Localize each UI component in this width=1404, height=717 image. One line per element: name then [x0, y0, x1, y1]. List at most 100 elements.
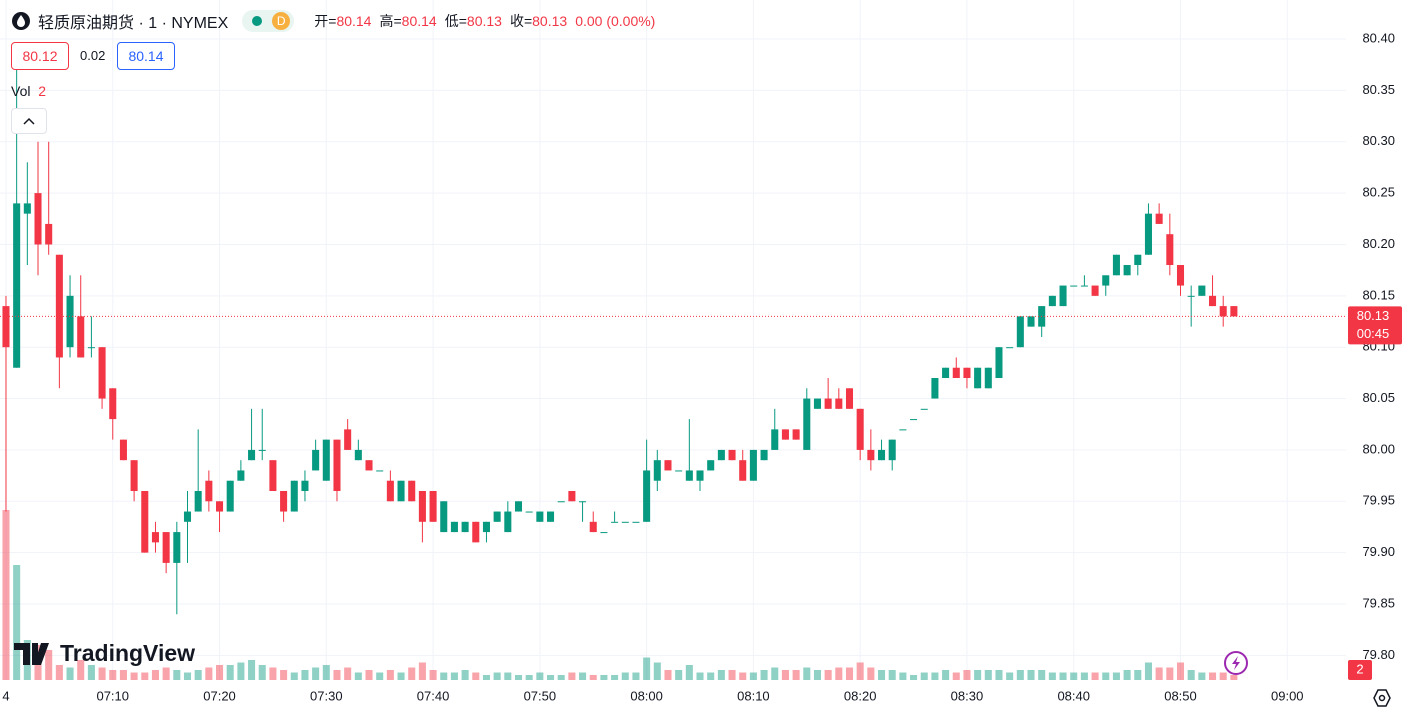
volume-bar [910, 675, 918, 680]
market-status [252, 16, 263, 26]
candle-body [514, 501, 523, 512]
high-value: 80.14 [401, 13, 437, 29]
volume-bar [1155, 667, 1163, 680]
volume-bar [696, 672, 704, 680]
volume-bar [1112, 672, 1120, 680]
watermark-text: TradingView [60, 640, 195, 666]
volume-bar [205, 667, 213, 680]
volume-bar [835, 667, 843, 680]
collapse-button[interactable] [11, 108, 47, 134]
candle-body [418, 490, 426, 522]
candle-body [365, 460, 373, 471]
x-tick-label: 08:20 [844, 688, 877, 703]
candle-body [226, 480, 234, 512]
volume-bar [280, 670, 288, 680]
candle-body [643, 470, 651, 522]
collapse-icon [23, 117, 35, 125]
volume-bar [824, 670, 832, 680]
candle-body [1219, 306, 1227, 317]
candle-body [1091, 285, 1099, 296]
settings-icon[interactable] [1373, 689, 1391, 707]
candle-body [835, 398, 843, 409]
axes: 79.8079.8579.9079.9580.0080.0580.1080.15… [0, 30, 1402, 703]
candle-body [301, 480, 309, 491]
candle-body [2, 306, 10, 348]
status-pill[interactable]: D [242, 10, 295, 32]
y-tick-label: 80.05 [1362, 390, 1395, 405]
candle-body [450, 521, 458, 533]
candle-body [1230, 306, 1238, 317]
volume-tag [1348, 660, 1372, 680]
change: 0.00 (0.00%) [575, 13, 656, 29]
x-tick-label: 07:10 [96, 688, 129, 703]
last-price-tag [1348, 306, 1402, 345]
volume-bar [312, 667, 320, 680]
candle-body [1198, 285, 1206, 296]
candle-body [376, 470, 384, 472]
volume-bar [579, 672, 587, 680]
volume-bar [173, 670, 181, 680]
candle-body [333, 439, 341, 491]
header: 轻质原油期货 · 1 · NYMEX D 开= 80.14 高= 80.14 低= 8… [12, 9, 663, 33]
x-tick-label: 07:30 [310, 688, 343, 703]
volume-bar [1091, 672, 1099, 680]
candle-body [472, 521, 480, 543]
candle-body [589, 521, 597, 533]
x-tick-label: 07:40 [417, 688, 450, 703]
volume-bar [707, 672, 715, 680]
candle-body [493, 511, 501, 522]
volume-bar [1006, 672, 1014, 680]
candle-body [183, 511, 192, 522]
candle-body [1123, 265, 1131, 276]
volume-bar [1166, 667, 1174, 680]
symbol-title[interactable]: 轻质原油期货 · 1 · NYMEX [38, 15, 229, 32]
candle-body [440, 501, 448, 533]
volume-bar [333, 670, 341, 680]
volume-bar [664, 670, 672, 680]
volume-bar [845, 667, 854, 680]
volume-bar [589, 675, 597, 680]
candle-body [1016, 316, 1024, 348]
buy-button[interactable]: 80.14 [117, 42, 175, 70]
candle-body [151, 532, 159, 543]
sell-button[interactable]: 80.12 [11, 42, 69, 70]
candle-body [632, 521, 640, 523]
candle-body [98, 347, 106, 399]
volume-bar [1059, 672, 1067, 680]
candle-body [1187, 295, 1195, 297]
volume-bar [1080, 672, 1088, 680]
candle-body [653, 460, 661, 481]
candle-body [1176, 265, 1185, 286]
volume-bar [87, 665, 95, 680]
candle-body [194, 490, 202, 512]
candle-body [536, 511, 544, 522]
candle-body [739, 460, 747, 481]
candle-body [942, 367, 950, 379]
last-price-label: 80.13 [1357, 308, 1390, 323]
volume-bar [397, 672, 405, 680]
y-tick-label: 80.30 [1362, 133, 1395, 148]
volume-bar [226, 665, 234, 680]
candle-body [141, 490, 149, 553]
candle-body [696, 470, 704, 481]
candle-body [173, 532, 181, 563]
volume-bar [1219, 672, 1227, 680]
candle-body [1059, 285, 1067, 307]
candle-body [664, 460, 672, 471]
candle-body [1209, 295, 1217, 307]
candle-body [931, 378, 939, 399]
candle-body [23, 203, 31, 214]
countdown: 00:45 [1357, 326, 1390, 341]
candle-body [611, 521, 619, 523]
candle-body [77, 316, 85, 358]
low-value: 80.13 [466, 13, 502, 29]
candle-body [824, 398, 832, 409]
candle-body [504, 511, 512, 533]
candle-body [557, 501, 565, 503]
x-tick-label: 4 [2, 688, 9, 703]
candle-body [685, 470, 693, 481]
alert-icon[interactable] [1224, 651, 1248, 675]
candle-body [258, 449, 266, 451]
y-tick-label: 79.85 [1362, 595, 1395, 610]
